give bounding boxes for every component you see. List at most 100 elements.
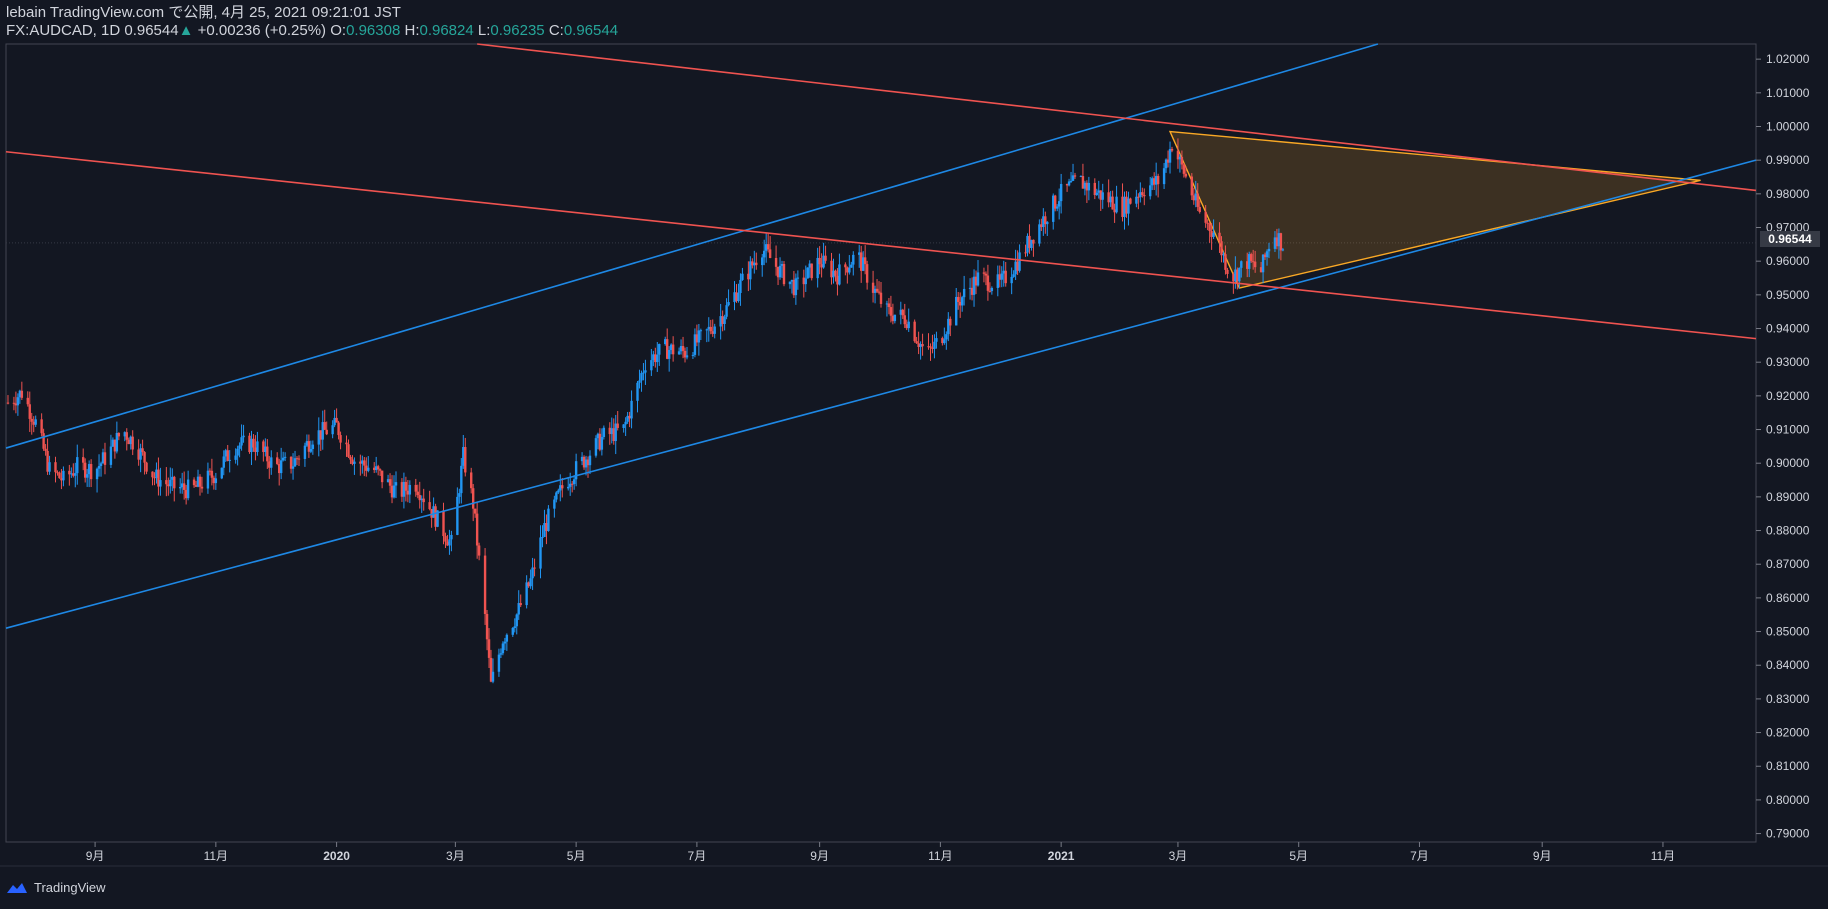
candle-body bbox=[1059, 183, 1063, 202]
candle-body bbox=[818, 257, 821, 265]
candle-body bbox=[695, 334, 699, 343]
y-tick-label: 0.82000 bbox=[1766, 726, 1810, 740]
candle-body bbox=[976, 272, 980, 286]
candle-body bbox=[1109, 196, 1112, 203]
y-tick-label: 0.92000 bbox=[1766, 389, 1810, 403]
candle-body bbox=[228, 459, 231, 461]
candle-body bbox=[281, 457, 285, 461]
candle-body bbox=[782, 264, 786, 285]
candle-body bbox=[612, 428, 615, 442]
candle-body bbox=[1028, 235, 1031, 248]
candle-body bbox=[430, 509, 433, 518]
candle-body bbox=[194, 485, 198, 487]
candle-body bbox=[891, 315, 895, 322]
candle-body bbox=[614, 423, 617, 442]
candle-body bbox=[1273, 237, 1277, 249]
candle-body bbox=[1127, 198, 1130, 214]
candle-body bbox=[1002, 270, 1005, 274]
candle-body bbox=[899, 309, 902, 315]
candle-body bbox=[630, 400, 633, 419]
candle-body bbox=[968, 287, 972, 289]
candle-body bbox=[810, 263, 813, 279]
candle-body bbox=[915, 341, 918, 344]
trendline-drawings bbox=[5, 43, 1757, 629]
candle-body bbox=[1178, 156, 1182, 160]
x-tick-label: 2021 bbox=[1048, 849, 1075, 863]
candle-body bbox=[1180, 156, 1184, 165]
y-tick-label: 0.89000 bbox=[1766, 490, 1810, 504]
triangle-drawing bbox=[1168, 130, 1701, 289]
y-tick-label: 0.90000 bbox=[1766, 456, 1810, 470]
x-tick-label: 7月 bbox=[688, 849, 707, 863]
candle-body bbox=[458, 493, 461, 497]
candle-body bbox=[331, 425, 334, 435]
candle-body bbox=[171, 476, 174, 480]
candle-body bbox=[1176, 150, 1180, 160]
candle-body bbox=[317, 430, 320, 445]
candle-body bbox=[982, 272, 986, 274]
candle-body bbox=[1275, 237, 1279, 247]
candle-body bbox=[363, 460, 366, 466]
candle-body bbox=[206, 470, 210, 489]
candle-body bbox=[685, 355, 689, 358]
candle-body bbox=[1012, 274, 1015, 277]
candle-body bbox=[505, 634, 509, 642]
candle-body bbox=[376, 466, 380, 470]
candle-body bbox=[143, 452, 146, 463]
candle-body bbox=[319, 430, 322, 440]
candle-body bbox=[822, 255, 825, 268]
candle-body bbox=[240, 437, 243, 446]
last-price-tag: 0.96544 bbox=[1760, 231, 1820, 247]
candle-body bbox=[277, 463, 281, 474]
candle-body bbox=[974, 276, 978, 286]
candle-body bbox=[919, 344, 922, 347]
candle-body bbox=[1071, 175, 1075, 181]
candle-body bbox=[266, 446, 269, 462]
blue-trendline bbox=[5, 159, 1757, 629]
candle-body bbox=[373, 467, 376, 471]
candle-body bbox=[378, 469, 382, 471]
candle-body bbox=[764, 244, 768, 251]
candle-body bbox=[711, 331, 714, 334]
candle-body bbox=[543, 523, 546, 537]
y-tick-label: 0.86000 bbox=[1766, 591, 1810, 605]
y-tick-label: 0.79000 bbox=[1766, 827, 1810, 841]
x-tick-label: 5月 bbox=[1289, 849, 1308, 863]
footer-brand[interactable]: TradingView bbox=[6, 880, 106, 895]
candle-body bbox=[155, 469, 158, 478]
candle-body bbox=[220, 467, 223, 479]
candle-body bbox=[1052, 195, 1055, 222]
candle-body bbox=[527, 582, 530, 587]
plot-frame bbox=[5, 43, 1757, 843]
x-tick-label: 9月 bbox=[86, 849, 105, 863]
candle-body bbox=[957, 296, 960, 302]
candle-body bbox=[307, 441, 311, 452]
candle-body bbox=[1192, 195, 1195, 201]
candle-body bbox=[941, 338, 944, 344]
candle-body bbox=[1123, 196, 1126, 217]
y-tick-label: 0.95000 bbox=[1766, 288, 1810, 302]
symbol-label[interactable]: FX:AUDCAD, 1D bbox=[6, 22, 121, 39]
x-tick-label: 3月 bbox=[446, 849, 465, 863]
candle-body bbox=[1190, 176, 1194, 196]
candle-body bbox=[683, 350, 687, 358]
candle-body bbox=[545, 523, 548, 531]
candle-body bbox=[497, 654, 501, 672]
candle-body bbox=[179, 487, 182, 489]
candle-body bbox=[400, 482, 404, 497]
candle-body bbox=[525, 582, 528, 606]
candle-body bbox=[72, 473, 75, 476]
candle-body bbox=[85, 474, 89, 478]
candle-body bbox=[1246, 261, 1249, 269]
candle-body bbox=[196, 476, 200, 487]
candle-body bbox=[1095, 192, 1098, 196]
candle-body bbox=[109, 446, 113, 465]
candle-body bbox=[210, 470, 214, 478]
candle-body bbox=[1152, 178, 1156, 185]
candle-body bbox=[788, 281, 792, 285]
candle-body bbox=[1236, 269, 1239, 282]
candle-body bbox=[642, 372, 645, 374]
candle-body bbox=[70, 473, 73, 475]
candle-body bbox=[654, 354, 657, 363]
